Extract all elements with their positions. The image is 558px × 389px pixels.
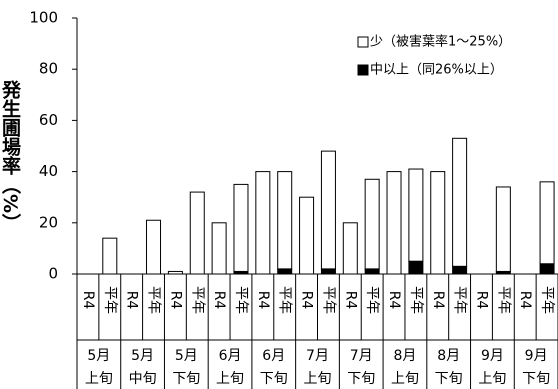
group-part: 下旬: [522, 371, 550, 387]
y-tick-label: 20: [39, 213, 58, 231]
bar-segment: [452, 265, 468, 275]
bar-segment: [364, 178, 380, 270]
x-tick-label: R4: [255, 291, 271, 310]
legend-marker: [357, 64, 369, 76]
group-part: 上旬: [85, 371, 113, 387]
x-tick-label: 平年: [189, 286, 205, 314]
bar-segment: [299, 196, 315, 275]
x-tick-label: 平年: [146, 286, 162, 314]
bar-segment: [211, 222, 227, 275]
group-month: 8月: [393, 348, 416, 364]
bar-segment: [452, 137, 468, 267]
group-part: 上旬: [478, 371, 506, 387]
bar-segment: [233, 183, 249, 272]
bar-segment: [364, 268, 380, 275]
group-part: 中旬: [129, 371, 157, 387]
x-tick-label: 平年: [102, 286, 118, 314]
y-tick-label: 60: [39, 111, 58, 129]
group-month: 6月: [262, 348, 285, 364]
x-tick-label: 平年: [320, 286, 336, 314]
bar-segment: [167, 270, 183, 275]
group-month: 7月: [350, 348, 373, 364]
bar-segment: [320, 268, 336, 275]
bar-segment: [277, 171, 293, 270]
group-part: 下旬: [347, 371, 375, 387]
x-tick-label: R4: [124, 291, 140, 310]
group-month: 9月: [525, 348, 548, 364]
group-month: 9月: [481, 348, 504, 364]
x-tick-label: R4: [386, 291, 402, 310]
group-part: 下旬: [435, 371, 463, 387]
bar-segment: [189, 191, 205, 275]
group-part: 下旬: [172, 371, 200, 387]
bar-segment: [320, 150, 336, 270]
group-month: 5月: [175, 348, 198, 364]
group-month: 6月: [219, 348, 242, 364]
legend-label: 少（被害葉率1～25%）: [370, 34, 511, 50]
x-tick-label: 平年: [452, 286, 468, 314]
bar-segment: [408, 260, 424, 275]
y-axis-label: 発生圃場率（%）: [0, 79, 22, 232]
y-tick-label: 100: [29, 9, 58, 27]
x-tick-label: 平年: [495, 286, 511, 314]
x-tick-label: R4: [167, 291, 183, 310]
x-tick-label: R4: [517, 291, 533, 310]
bar-segment: [386, 171, 402, 275]
group-part: 上旬: [216, 371, 244, 387]
legend-marker: [357, 36, 369, 48]
group-month: 7月: [306, 348, 329, 364]
bar-segment: [495, 186, 511, 272]
bar-segment: [255, 171, 271, 275]
legend-label: 中以上（同26%以上）: [370, 63, 503, 78]
bar-segment: [102, 237, 118, 275]
group-part: 上旬: [304, 371, 332, 387]
group-month: 8月: [437, 348, 460, 364]
x-tick-label: R4: [80, 291, 96, 310]
bar-segment: [342, 222, 358, 275]
bar-segment: [146, 219, 162, 275]
x-tick-label: 平年: [364, 286, 380, 314]
x-tick-label: R4: [473, 291, 489, 310]
y-tick-label: 80: [39, 60, 58, 78]
bar-segment: [277, 268, 293, 275]
x-tick-label: R4: [342, 291, 358, 310]
group-part: 下旬: [260, 371, 288, 387]
bar-segment: [539, 181, 555, 265]
bar-segment: [430, 171, 446, 275]
x-tick-label: 平年: [233, 286, 249, 314]
group-month: 5月: [87, 348, 110, 364]
x-tick-label: 平年: [539, 286, 555, 314]
x-tick-label: 平年: [408, 286, 424, 314]
x-tick-label: R4: [299, 291, 315, 310]
x-tick-label: R4: [211, 291, 227, 310]
x-tick-label: 平年: [277, 286, 293, 314]
group-part: 上旬: [391, 371, 419, 387]
y-tick-label: 0: [48, 265, 58, 283]
x-tick-label: R4: [430, 291, 446, 310]
bar-segment: [408, 168, 424, 262]
y-tick-label: 40: [39, 162, 58, 180]
group-month: 5月: [131, 348, 154, 364]
bar-segment: [539, 263, 555, 275]
